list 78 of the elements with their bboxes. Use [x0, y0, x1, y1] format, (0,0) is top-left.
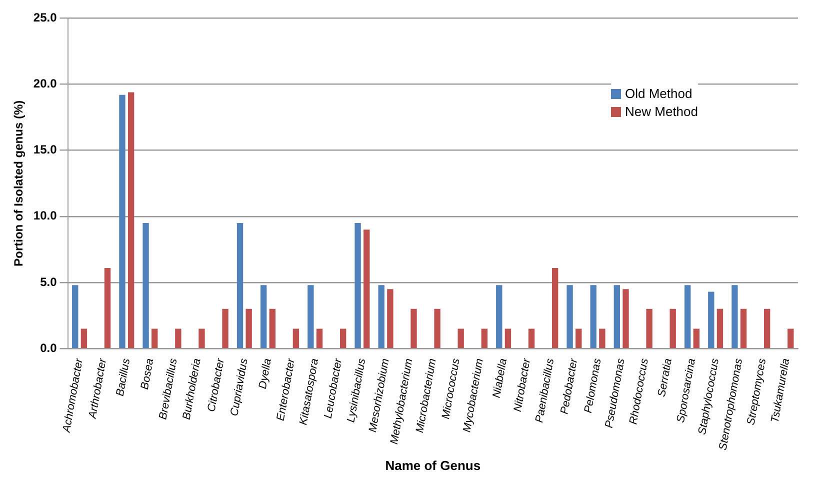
bar	[552, 268, 558, 348]
x-tick-label: Serratia	[656, 358, 674, 398]
bar	[119, 94, 126, 348]
bar	[354, 223, 361, 348]
y-tick-label: 5.0	[40, 274, 58, 289]
x-tick-label: Dyella	[256, 358, 274, 390]
x-tick-label: Arthrobacter	[86, 356, 110, 420]
bar	[308, 285, 314, 348]
x-tick-label: Leucobacter	[322, 356, 345, 420]
x-tick-label: Sporosarcina	[674, 358, 698, 424]
x-axis-title: Name of Genus	[385, 458, 481, 473]
bar	[576, 328, 582, 348]
bar	[387, 289, 394, 348]
bar	[142, 223, 149, 348]
bar	[292, 328, 300, 348]
bar	[458, 328, 464, 348]
bar	[236, 223, 244, 348]
legend-label: Old Method	[625, 86, 692, 101]
bar	[340, 328, 346, 348]
y-tick-label: 10.0	[33, 208, 58, 223]
bar	[740, 308, 747, 348]
bar	[693, 328, 700, 348]
bar	[504, 328, 512, 348]
bar	[528, 328, 535, 348]
y-axis-title: Portion of Isolated genus (%)	[12, 100, 26, 266]
bar	[72, 285, 78, 348]
legend-label: New Method	[625, 104, 698, 119]
bar	[260, 285, 267, 348]
x-tick-label: Streptomyces	[745, 357, 769, 426]
bar	[316, 328, 323, 348]
bar	[599, 328, 606, 348]
bar	[684, 285, 691, 348]
x-tick-label: Micrococcus	[440, 357, 462, 420]
bar	[708, 292, 714, 348]
x-tick-label: Enterobacter	[274, 356, 298, 422]
bar	[788, 328, 794, 348]
x-tick-label: Tsukamurella	[769, 358, 792, 424]
bar	[410, 308, 417, 348]
y-tick-label: 25.0	[33, 10, 58, 25]
bar	[732, 285, 738, 348]
bar	[222, 308, 228, 348]
x-tick-label: Paenibacillus	[534, 357, 557, 424]
x-tick-label: Burkholderia	[180, 358, 204, 421]
x-tick-label: Bosea	[138, 358, 156, 390]
x-tick-label: Pelomonas	[582, 357, 604, 414]
bar	[764, 308, 770, 348]
x-tick-label: Pedobacter	[558, 356, 580, 416]
x-tick-label: Cupriavidus	[228, 357, 250, 417]
bar	[496, 285, 502, 348]
bar	[614, 285, 620, 348]
bar	[590, 285, 596, 348]
x-tick-label: Brevibacillus	[157, 357, 180, 421]
bar	[646, 308, 652, 348]
y-tick-label: 15.0	[33, 142, 58, 157]
x-tick-label: Citrobacter	[206, 356, 228, 413]
x-tick-label: Bacillus	[114, 357, 133, 398]
x-tick-label: Rhodococcus	[627, 357, 651, 426]
x-tick-label: Nitrobacter	[512, 356, 534, 413]
bar	[104, 268, 111, 348]
bar	[566, 285, 573, 348]
bar	[269, 308, 276, 348]
bar	[128, 92, 134, 348]
bar	[378, 285, 384, 348]
bar	[670, 308, 676, 348]
x-tick-label: Lysinibacillus	[345, 357, 368, 424]
bar	[434, 308, 440, 348]
x-tick-label: Niabella	[490, 358, 510, 399]
bar	[198, 328, 205, 348]
bar	[246, 308, 252, 348]
y-tick-label: 0.0	[40, 340, 58, 355]
bar	[175, 328, 182, 348]
bar	[364, 230, 370, 348]
bar	[622, 289, 629, 348]
bar	[152, 328, 158, 348]
y-tick-label: 20.0	[33, 76, 58, 91]
bar	[481, 328, 488, 348]
bar	[716, 308, 724, 348]
bar	[80, 328, 88, 348]
